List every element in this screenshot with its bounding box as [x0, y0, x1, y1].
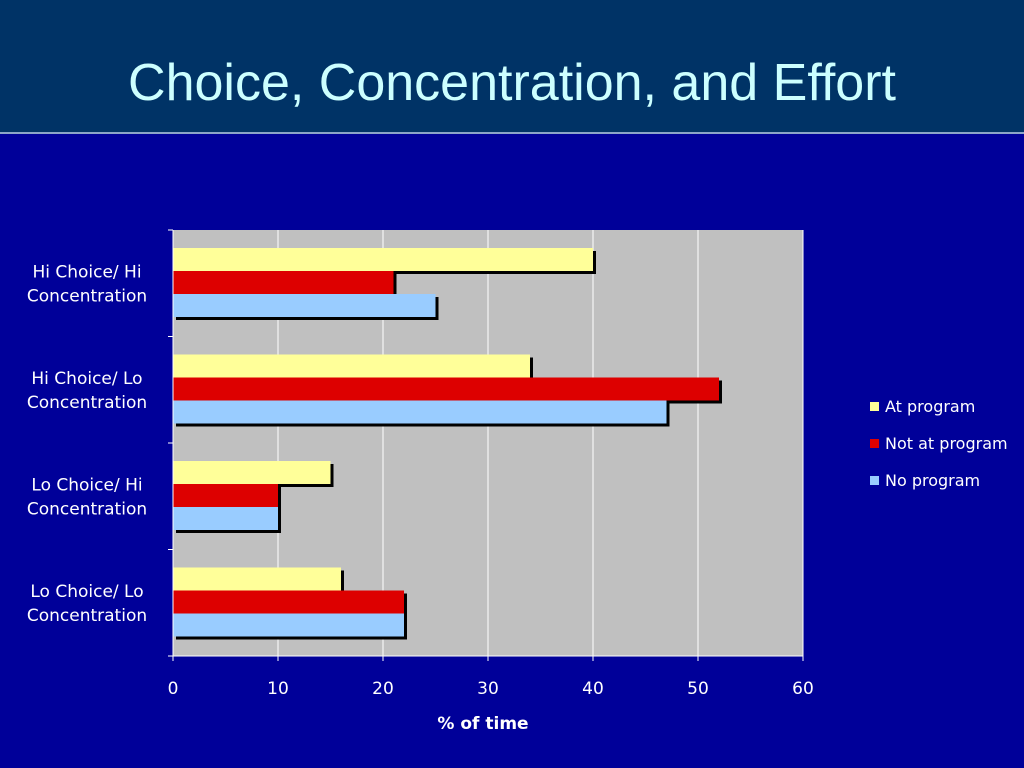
- category-label: Lo Choice/ Hi: [31, 475, 142, 495]
- legend-swatch: [870, 439, 879, 448]
- slide-title: Choice, Concentration, and Effort: [128, 54, 896, 112]
- x-axis-title: % of time: [437, 714, 528, 734]
- category-label: Concentration: [27, 606, 147, 626]
- x-tick-label: 60: [792, 679, 814, 699]
- category-label: Concentration: [27, 286, 147, 306]
- x-tick-label: 20: [372, 679, 394, 699]
- bar-no-program: [173, 507, 278, 530]
- legend-label: No program: [885, 471, 980, 490]
- legend-label: Not at program: [885, 434, 1008, 453]
- x-tick-label: 30: [477, 679, 499, 699]
- title-bar: Choice, Concentration, and Effort: [0, 0, 1024, 134]
- x-tick-label: 40: [582, 679, 604, 699]
- category-label: Concentration: [27, 393, 147, 413]
- bar-at-program: [173, 567, 341, 591]
- bar-not-at-program: [173, 484, 278, 507]
- x-tick-label: 50: [687, 679, 709, 699]
- x-tick-label: 0: [168, 679, 179, 699]
- bar-no-program: [173, 294, 436, 317]
- category-label: Hi Choice/ Hi: [32, 262, 141, 282]
- bar-at-program: [173, 354, 530, 378]
- bar-at-program: [173, 248, 593, 271]
- category-label: Concentration: [27, 499, 147, 519]
- bar-not-at-program: [173, 271, 394, 294]
- legend-label: At program: [885, 397, 975, 416]
- legend-swatch: [870, 402, 879, 411]
- bar-no-program: [173, 400, 667, 424]
- category-label: Hi Choice/ Lo: [31, 369, 142, 389]
- bar-at-program: [173, 461, 331, 484]
- legend-swatch: [870, 476, 879, 485]
- bar-not-at-program: [173, 377, 719, 401]
- bar-no-program: [173, 613, 404, 637]
- category-label: Lo Choice/ Lo: [30, 582, 143, 602]
- x-tick-label: 10: [267, 679, 289, 699]
- bar-not-at-program: [173, 590, 404, 614]
